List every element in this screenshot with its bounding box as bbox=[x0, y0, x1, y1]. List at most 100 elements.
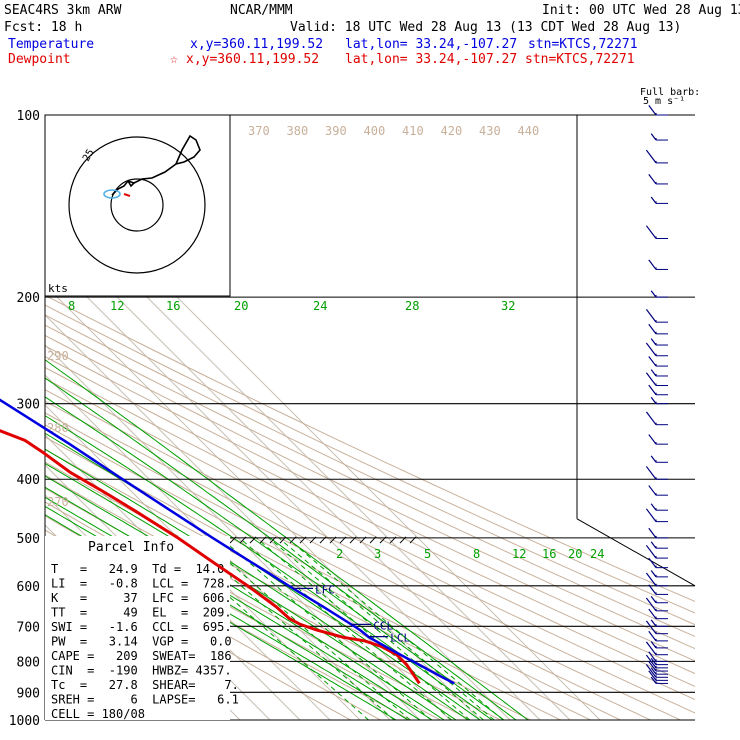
wind-barb-flag bbox=[645, 641, 657, 656]
mixing-ratio-label: 2 bbox=[336, 547, 343, 561]
theta-e-label: 16 bbox=[166, 299, 180, 313]
parcel-info-row: LI = -0.8 LCL = 728. bbox=[51, 577, 232, 591]
wind-barb-flag bbox=[648, 557, 657, 569]
theta-label-top: 390 bbox=[325, 124, 347, 138]
pressure-labels: 100 200 300 400 500 600 700 800 900 1000 bbox=[9, 109, 40, 729]
mixing-ratio-label: 5 bbox=[424, 547, 431, 561]
zero-level-tick bbox=[369, 536, 377, 544]
theta-label-top: 400 bbox=[364, 124, 386, 138]
wind-barb-flag bbox=[648, 323, 657, 335]
parcel-info-rows: T = 24.9 Td = 14.0LI = -0.8 LCL = 728.K … bbox=[51, 562, 239, 721]
temperature-latlon: lat,lon= 33.24,-107.27 bbox=[345, 37, 517, 52]
forecast-hour: Fcst: 18 h bbox=[4, 20, 82, 35]
parcel-info-row: K = 37 LFC = 606. bbox=[51, 591, 232, 605]
dry-adiabat-line bbox=[45, 366, 695, 687]
wind-barb-flag bbox=[645, 466, 657, 480]
zero-level-tick bbox=[229, 536, 237, 544]
mixing-ratio-line bbox=[186, 537, 395, 720]
mixing-ratio-line bbox=[256, 537, 471, 720]
wind-barb-flag bbox=[645, 572, 657, 587]
wind-barb-flag bbox=[650, 657, 657, 665]
zero-level-tick bbox=[319, 536, 327, 544]
zero-level-tick bbox=[409, 536, 417, 544]
wind-barb-flag bbox=[650, 455, 657, 463]
pressure-label: 500 bbox=[17, 532, 40, 547]
zero-level-tick bbox=[239, 536, 247, 544]
org-label: NCAR/MMM bbox=[230, 3, 293, 18]
wind-barb-flag bbox=[648, 434, 657, 445]
wind-barb-flag bbox=[650, 541, 657, 549]
dry-adiabat-line bbox=[45, 334, 695, 650]
isotherm-line bbox=[45, 314, 451, 720]
wind-barb-flag bbox=[650, 570, 657, 578]
mixing-ratio-label: 24 bbox=[590, 547, 604, 561]
wind-barb-flag bbox=[650, 196, 657, 204]
pressure-label: 400 bbox=[17, 473, 40, 488]
dry-adiabat-line bbox=[45, 355, 695, 675]
wind-barb-flag bbox=[648, 259, 657, 270]
zero-level-tick bbox=[279, 536, 287, 544]
hodograph-ring-outer bbox=[68, 136, 206, 274]
parcel-info-box: Parcel Info T = 24.9 Td = 14.0LI = -0.8 … bbox=[45, 536, 239, 721]
dry-adiabat-line bbox=[45, 377, 695, 701]
parcel-info-row: T = 24.9 Td = 14.0 bbox=[51, 562, 224, 576]
dewpoint-legend-label: Dewpoint bbox=[8, 52, 71, 67]
mixing-ratio-line bbox=[239, 537, 452, 720]
zero-level-tick bbox=[359, 536, 367, 544]
dry-adiabat-line bbox=[45, 324, 695, 638]
hodograph-trace bbox=[111, 134, 201, 196]
pressure-label: 700 bbox=[17, 620, 40, 635]
wind-barb-flag bbox=[645, 411, 657, 426]
mixing-ratio-labels: 2 3 5 8 12 16 20 24 8 12 16 20 24 28 32 bbox=[68, 299, 604, 561]
zero-level-tick bbox=[309, 536, 317, 544]
zero-level-tick bbox=[339, 536, 347, 544]
wind-barb-flag bbox=[650, 676, 657, 684]
dry-adiabat-line bbox=[45, 345, 695, 662]
sounding-profiles bbox=[0, 398, 455, 685]
wind-barb-flag bbox=[648, 527, 657, 539]
theta-label-left: 290 bbox=[47, 349, 69, 363]
zero-level-tick bbox=[269, 536, 277, 544]
wind-barb-flag bbox=[648, 661, 657, 672]
mixing-ratio-label: 16 bbox=[542, 547, 556, 561]
dewpoint-xy: x,y=360.11,199.52 bbox=[186, 52, 319, 67]
wind-barb-flag bbox=[648, 384, 657, 396]
pressure-label: 300 bbox=[17, 398, 40, 413]
wind-barb-flag bbox=[645, 597, 657, 612]
parcel-info-row: CAPE = 209 SWEAT= 186 bbox=[51, 649, 232, 663]
dry-adiabat-line bbox=[45, 314, 695, 626]
hodograph-ring-label: 25 bbox=[81, 148, 97, 164]
mixing-ratio-label: 8 bbox=[473, 547, 480, 561]
mixing-ratio-line bbox=[286, 537, 504, 720]
temperature-profile bbox=[0, 398, 455, 685]
wind-barb-flag bbox=[648, 105, 657, 116]
mixing-ratio-label: 3 bbox=[374, 547, 381, 561]
mixing-ratio-label: 20 bbox=[568, 547, 582, 561]
wind-barb-flag bbox=[645, 225, 657, 239]
hodograph-hook bbox=[127, 180, 135, 188]
wind-barb-flag bbox=[648, 608, 657, 620]
isotherm-line bbox=[45, 404, 361, 720]
wind-barb-flag bbox=[650, 503, 657, 511]
wind-barb-flag bbox=[645, 309, 657, 323]
theta-label-top: 380 bbox=[287, 124, 309, 138]
wind-barb-flag bbox=[650, 595, 657, 604]
parcel-level-label: LCL bbox=[390, 632, 410, 645]
storm-motion-marker bbox=[123, 193, 131, 197]
barb-legend-line2: 5 m s⁻¹ bbox=[643, 96, 685, 107]
theta-e-label: 20 bbox=[234, 299, 248, 313]
theta-label-top: 410 bbox=[402, 124, 424, 138]
header: SEAC4RS 3km ARW NCAR/MMM Init: 00 UTC We… bbox=[4, 3, 740, 67]
zero-level-tick bbox=[389, 536, 397, 544]
parcel-info-row: CIN = -190 HWBZ= 4357. bbox=[51, 664, 232, 678]
parcel-info-row: TT = 49 EL = 209. bbox=[51, 606, 232, 620]
wind-barb-flag bbox=[645, 620, 657, 635]
wind-barb-flag bbox=[648, 651, 657, 662]
wind-barb-flag bbox=[650, 290, 657, 298]
dry-adiabat-line bbox=[45, 294, 695, 603]
mixing-ratio-line bbox=[200, 537, 411, 720]
pressure-label: 200 bbox=[17, 291, 40, 306]
isotherm-line bbox=[45, 284, 481, 720]
pressure-label: 600 bbox=[17, 580, 40, 595]
